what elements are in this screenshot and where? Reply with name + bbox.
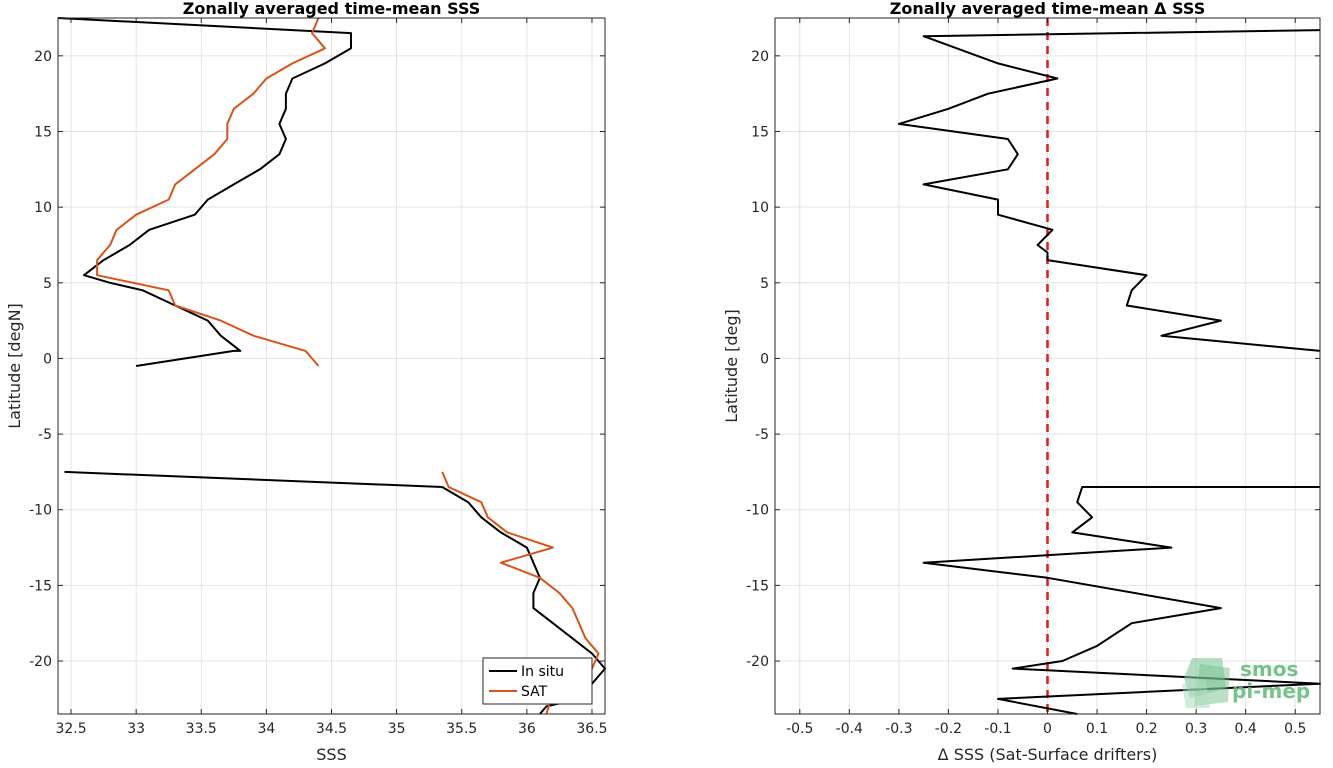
- x-tick-label: -0.2: [935, 721, 962, 737]
- x-tick-label: 32.5: [55, 721, 86, 737]
- y-tick-label: -20: [29, 654, 52, 670]
- y-tick-label: -10: [29, 503, 52, 519]
- y-tick-label: 5: [760, 276, 769, 292]
- x-tick-label: 0.2: [1135, 721, 1157, 737]
- legend-label: In situ: [521, 664, 564, 680]
- x-tick-label: 0.1: [1086, 721, 1108, 737]
- x-tick-label: 0.3: [1185, 721, 1207, 737]
- series-line-in-situ: [57, 17, 352, 367]
- smos-logo-graphic: smos pi-mep: [1182, 657, 1310, 708]
- watermark-line1: smos: [1240, 657, 1298, 681]
- y-tick-label: 0: [760, 351, 769, 367]
- x-tick-label: 35: [388, 721, 406, 737]
- series-line-sat: [441, 471, 600, 715]
- y-axis-label: Latitude [degN]: [5, 303, 24, 429]
- watermark-line2: pi-mep: [1232, 679, 1310, 703]
- x-tick-label: 0.5: [1284, 721, 1306, 737]
- x-tick-label: 34.5: [316, 721, 347, 737]
- y-tick-label: 15: [751, 124, 769, 140]
- x-tick-label: 0.4: [1235, 721, 1257, 737]
- chart-title: Zonally averaged time-mean SSS: [183, 0, 481, 18]
- x-axis-label: SSS: [316, 745, 346, 764]
- y-tick-label: 5: [43, 276, 52, 292]
- y-tick-label: 10: [751, 200, 769, 216]
- y-tick-label: 0: [43, 351, 52, 367]
- x-tick-label: 35.5: [446, 721, 477, 737]
- x-tick-label: -0.1: [984, 721, 1011, 737]
- y-tick-label: -15: [29, 578, 52, 594]
- x-tick-label: 33: [127, 721, 145, 737]
- series-line-sat: [96, 17, 326, 367]
- x-tick-label: -0.5: [786, 721, 813, 737]
- y-tick-label: 20: [751, 49, 769, 65]
- y-tick-label: -10: [746, 503, 769, 519]
- x-tick-label: 0: [1043, 721, 1052, 737]
- y-tick-label: -5: [38, 427, 52, 443]
- series-line-delta-sss: [897, 29, 1321, 352]
- x-tick-label: 36.5: [576, 721, 607, 737]
- chart-title: Zonally averaged time-mean Δ SSS: [890, 0, 1206, 18]
- x-tick-label: 33.5: [186, 721, 217, 737]
- x-tick-label: 34: [257, 721, 275, 737]
- y-tick-label: -15: [746, 578, 769, 594]
- y-tick-label: -20: [746, 654, 769, 670]
- y-tick-label: -5: [755, 427, 769, 443]
- x-tick-label: -0.3: [885, 721, 912, 737]
- y-tick-label: 20: [34, 49, 52, 65]
- y-tick-label: 10: [34, 200, 52, 216]
- x-tick-label: 36: [518, 721, 536, 737]
- series-line-delta-sss: [922, 486, 1321, 715]
- legend-label: SAT: [521, 684, 548, 700]
- y-axis-label: Latitude [deg]: [722, 309, 741, 423]
- x-axis-label: Δ SSS (Sat-Surface drifters): [938, 745, 1158, 764]
- legend-box: [482, 657, 593, 705]
- chart-panel-2: -0.5 -0.4 -0.3 -0.2 -0.1 0 0.1 0.2 0.3 0.4 0.5 -20 -…: [722, 0, 1321, 764]
- chart-panel-1: 32.5 33 33.5 34 34.5 35 35.5 36 36.5 -20 -15 -10 -5 0…: [5, 0, 608, 764]
- x-tick-label: -0.4: [836, 721, 863, 737]
- y-tick-label: 15: [34, 124, 52, 140]
- smos-pimep-logo: smos pi-mep: [1180, 654, 1320, 710]
